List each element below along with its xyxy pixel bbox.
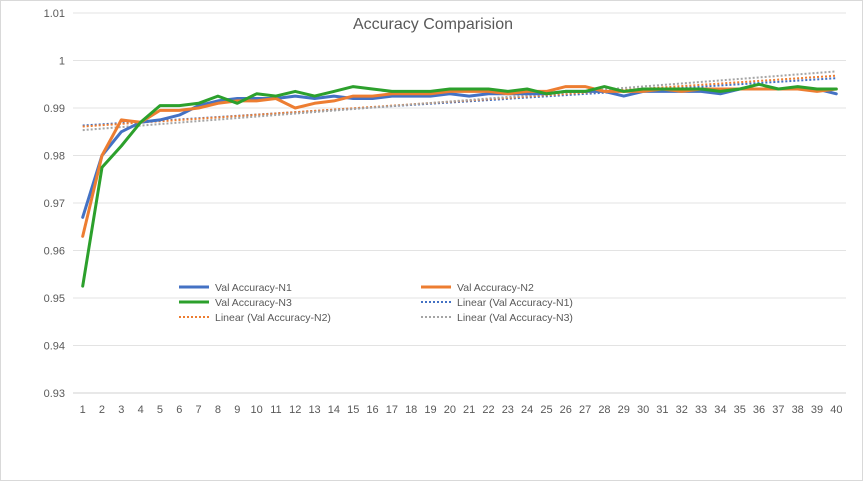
x-tick-label: 20 [444,404,456,416]
legend-label: Val Accuracy-N3 [215,297,292,309]
x-tick-label: 38 [792,404,804,416]
x-tick-label: 1 [80,404,86,416]
y-axis-ticks: 0.93 0.94 0.95 0.96 0.97 0.98 0.99 1 1.01 [44,8,65,400]
x-tick-label: 10 [250,404,262,416]
x-tick-label: 2 [99,404,105,416]
legend: Val Accuracy-N1 Val Accuracy-N2 Val Accura… [179,282,573,324]
series-lines [81,70,838,288]
x-tick-label: 32 [676,404,688,416]
x-tick-label: 17 [386,404,398,416]
trendline-series-5 [82,70,837,132]
line-series-0 [81,87,838,219]
x-tick-label: 15 [347,404,359,416]
legend-label: Val Accuracy-N2 [457,282,534,294]
x-tick-label: 39 [811,404,823,416]
x-tick-label: 33 [695,404,707,416]
y-tick-label: 0.98 [44,151,65,163]
x-tick-label: 37 [772,404,784,416]
x-tick-label: 7 [196,404,202,416]
x-tick-label: 24 [521,404,533,416]
x-tick-label: 19 [424,404,436,416]
x-tick-label: 26 [560,404,572,416]
x-tick-label: 8 [215,404,221,416]
legend-label: Val Accuracy-N1 [215,282,292,294]
line-series-2 [81,82,838,288]
y-tick-label: 0.93 [44,388,65,400]
y-tick-label: 0.97 [44,198,65,210]
x-tick-label: 9 [234,404,240,416]
x-tick-label: 16 [366,404,378,416]
x-tick-label: 11 [270,404,281,416]
y-tick-label: 0.99 [44,103,65,115]
x-tick-label: 14 [328,404,340,416]
x-tick-label: 40 [830,404,842,416]
gridlines [73,12,846,394]
x-axis-ticks: 1 2 3 4 5 6 7 8 9 10 11 12 13 14 15 16 17 18 19 20 21 22 23 24 2… [80,404,843,416]
y-tick-label: 0.96 [44,246,65,258]
x-tick-label: 27 [579,404,591,416]
x-tick-label: 30 [637,404,649,416]
x-tick-label: 3 [118,404,124,416]
y-tick-label: 0.94 [44,341,65,353]
x-tick-label: 21 [463,404,475,416]
y-tick-label: 0.95 [44,293,65,305]
x-tick-label: 13 [308,404,320,416]
y-tick-label: 1.01 [44,8,65,20]
x-tick-label: 4 [138,404,144,416]
legend-label: Linear (Val Accuracy-N1) [457,297,573,309]
x-tick-label: 34 [714,404,726,416]
x-tick-label: 36 [753,404,765,416]
x-tick-label: 5 [157,404,163,416]
legend-label: Linear (Val Accuracy-N3) [457,312,573,324]
x-tick-label: 22 [482,404,494,416]
x-tick-label: 23 [502,404,514,416]
y-tick-label: 1 [59,56,65,68]
x-tick-label: 29 [618,404,630,416]
x-tick-label: 25 [540,404,552,416]
line-series-1 [81,85,838,238]
legend-label: Linear (Val Accuracy-N2) [215,312,331,324]
chart-title: Accuracy Comparision [353,16,513,33]
x-tick-label: 18 [405,404,417,416]
x-tick-label: 35 [734,404,746,416]
x-tick-label: 12 [289,404,301,416]
x-tick-label: 6 [176,404,182,416]
x-tick-label: 28 [598,404,610,416]
x-tick-label: 31 [656,404,668,416]
